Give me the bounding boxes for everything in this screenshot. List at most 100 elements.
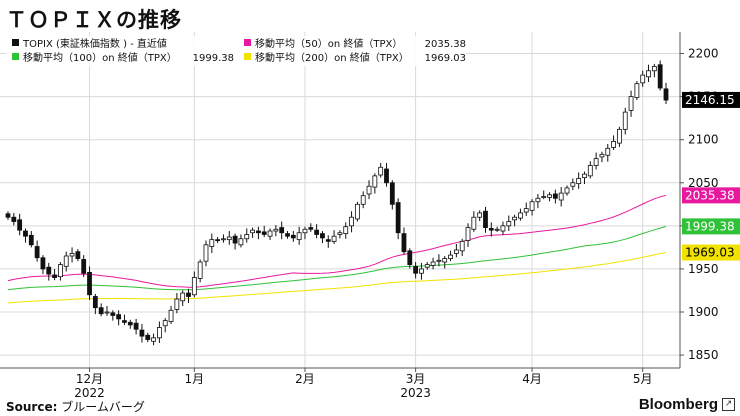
candle-body xyxy=(151,337,156,342)
candle-body xyxy=(127,321,133,326)
last-value-label: 1969.03 xyxy=(685,246,735,260)
candle-body xyxy=(296,232,302,241)
candle-body xyxy=(145,334,151,340)
y-tick-label: 2200 xyxy=(688,47,719,61)
candle-body xyxy=(52,274,57,278)
candle-body xyxy=(320,233,325,239)
candle-body xyxy=(500,225,506,232)
candle-body xyxy=(453,249,459,254)
candle-body xyxy=(133,322,139,330)
chart-title: ＴＯＰＩＸの推移 xyxy=(6,8,182,32)
legend-swatch xyxy=(244,39,251,46)
candle-body xyxy=(226,236,232,241)
candle-body xyxy=(483,210,488,228)
legend-label: 移動平均（200）on 終値（TPX） xyxy=(255,51,409,64)
candle-body xyxy=(506,221,512,227)
candle-body xyxy=(558,192,564,201)
candle-body xyxy=(622,111,628,130)
x-tick-label: 5月 xyxy=(633,372,653,386)
legend-label: 移動平均（50）on 終値（TPX） xyxy=(255,37,402,50)
candle-body xyxy=(40,257,46,270)
candle-body xyxy=(372,175,378,188)
candle-body xyxy=(366,185,372,195)
share-icon[interactable]: ↗ xyxy=(722,398,735,411)
candle-body xyxy=(215,239,221,242)
candle-body xyxy=(477,212,483,218)
candle-body xyxy=(122,320,127,323)
candle-body xyxy=(465,227,471,241)
candle-body xyxy=(273,228,279,232)
candle-body xyxy=(395,202,401,234)
candle-body xyxy=(640,74,646,84)
candle-body xyxy=(23,230,28,237)
plot-area xyxy=(0,32,680,368)
candle-body xyxy=(494,228,500,231)
candle-body xyxy=(255,230,261,234)
legend-swatch xyxy=(12,39,19,46)
candle-body xyxy=(424,264,430,268)
x-tick-label: 3月 xyxy=(406,372,426,386)
candle-body xyxy=(605,147,611,156)
y-tick-label: 2100 xyxy=(688,133,719,147)
candle-body xyxy=(104,311,110,314)
legend-value: 1999.38 xyxy=(193,53,234,64)
candle-body xyxy=(34,246,40,259)
candle-body xyxy=(512,216,518,221)
candle-body xyxy=(267,230,273,237)
x-tick-label: 1月 xyxy=(185,372,205,386)
candle-body xyxy=(92,296,98,309)
candle-body xyxy=(389,182,395,205)
candle-body xyxy=(314,229,320,235)
candle-body xyxy=(75,251,81,259)
candle-body xyxy=(203,244,209,262)
candle-body xyxy=(651,66,657,72)
candle-body xyxy=(663,88,669,101)
legend-swatch xyxy=(12,53,19,60)
candle-body xyxy=(401,233,407,253)
candle-body xyxy=(81,259,87,274)
candle-body xyxy=(221,238,226,241)
candle-body xyxy=(576,178,582,185)
candle-body xyxy=(168,309,174,322)
candle-body xyxy=(646,70,651,78)
candle-body xyxy=(360,195,366,205)
last-value-label: 1999.38 xyxy=(685,219,735,233)
candle-body xyxy=(279,227,285,234)
candle-body xyxy=(186,292,191,297)
last-value-label: 2146.15 xyxy=(685,93,735,107)
candle-body xyxy=(436,259,442,262)
candle-body xyxy=(28,234,34,246)
candle-body xyxy=(617,128,622,144)
legend-value: 2035.38 xyxy=(425,39,466,50)
candle-body xyxy=(459,240,465,252)
legend-label: 移動平均（100）on 終値（TPX） xyxy=(23,51,177,64)
last-value-tag xyxy=(682,218,740,235)
candle-body xyxy=(58,264,63,278)
source-label: Source: xyxy=(6,400,58,414)
candle-body xyxy=(174,298,180,310)
last-value-tag xyxy=(682,91,740,108)
candle-body xyxy=(488,228,494,231)
candle-body xyxy=(5,213,11,218)
candle-body xyxy=(308,227,314,230)
legend-swatch xyxy=(244,53,251,60)
candle-body xyxy=(593,158,599,166)
candle-body xyxy=(17,219,23,231)
x-tick-label: 12月 xyxy=(76,372,103,386)
candle-body xyxy=(529,201,535,211)
candle-body xyxy=(378,166,384,176)
candle-body xyxy=(564,187,570,194)
candle-body xyxy=(331,235,337,242)
candle-body xyxy=(343,226,349,234)
candle-body xyxy=(191,277,197,296)
candle-body xyxy=(180,292,186,302)
bloomberg-logo: Bloomberg xyxy=(638,396,718,413)
ma50-line xyxy=(7,194,667,288)
candle-body xyxy=(69,253,75,257)
candle-body xyxy=(325,239,331,242)
x-tick-label: 4月 xyxy=(522,372,542,386)
y-tick-label: 1950 xyxy=(688,262,719,276)
legend-box xyxy=(6,36,466,66)
x-tick-year-label: 2022 xyxy=(74,386,105,400)
candle-body xyxy=(63,255,69,267)
